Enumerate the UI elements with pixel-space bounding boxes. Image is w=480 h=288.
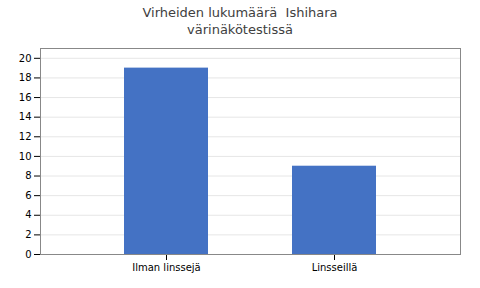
svg-text:18: 18 (19, 72, 32, 83)
svg-text:Ilman linssejä: Ilman linssejä (132, 262, 201, 273)
svg-text:12: 12 (19, 131, 32, 142)
svg-text:Linsseillä: Linsseillä (312, 262, 358, 273)
svg-text:8: 8 (25, 170, 31, 181)
svg-text:4: 4 (25, 209, 31, 220)
svg-text:16: 16 (19, 92, 32, 103)
svg-text:20: 20 (19, 53, 32, 64)
svg-text:6: 6 (25, 190, 31, 201)
svg-text:0: 0 (25, 249, 31, 260)
svg-text:10: 10 (19, 151, 32, 162)
svg-text:2: 2 (25, 229, 31, 240)
svg-text:14: 14 (19, 111, 32, 122)
html-text:Virheiden lukumäärä Ishihara v: Virheiden lukumäärä Ishihara värinäkötes… (142, 5, 338, 37)
